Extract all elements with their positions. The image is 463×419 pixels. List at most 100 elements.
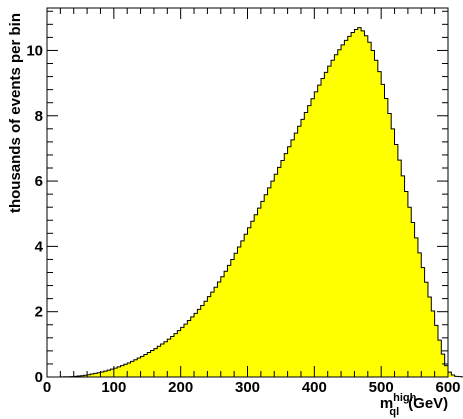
x-tick-label: 0: [43, 379, 51, 396]
histogram-bin: [384, 98, 389, 377]
x-axis-title-unit: (GeV): [408, 395, 448, 412]
histogram-bin: [117, 366, 121, 377]
histogram-bin: [287, 146, 292, 377]
histogram-bin: [307, 105, 312, 377]
histogram-bin: [431, 311, 436, 377]
histogram-bin: [244, 234, 248, 377]
histogram-bin: [337, 49, 342, 378]
histogram-bin: [387, 113, 392, 377]
histogram-bin: [290, 139, 295, 377]
histogram-bin: [143, 354, 148, 377]
histogram-bin: [190, 316, 195, 377]
histogram-bin: [441, 354, 446, 377]
histogram-bin: [180, 327, 185, 377]
histogram-bin: [304, 112, 309, 377]
y-axis-ticks: 0 2 4 6 8 10: [26, 10, 448, 386]
histogram-bin: [347, 36, 352, 378]
histogram-bin: [254, 214, 258, 377]
histogram-bin: [220, 276, 225, 377]
histogram-bin: [163, 341, 168, 377]
histogram-bin: [93, 373, 98, 377]
y-tick-label: 10: [26, 42, 43, 59]
histogram-bin: [217, 281, 222, 377]
histogram-bin: [137, 358, 141, 377]
histogram-bin: [270, 181, 275, 377]
y-tick-label: 6: [35, 173, 43, 190]
histogram-bin: [140, 356, 145, 377]
histogram-bin: [147, 352, 151, 377]
histogram-bin: [341, 44, 345, 378]
histogram-bin: [153, 348, 158, 377]
histogram-bin: [237, 247, 242, 377]
x-tick-label: 300: [235, 379, 260, 396]
histogram-bin: [381, 84, 385, 378]
histogram-bin: [197, 309, 202, 377]
histogram-bin: [257, 208, 262, 377]
x-tick-label: 200: [168, 379, 193, 396]
histogram-bin: [280, 160, 285, 377]
histogram-bin: [354, 29, 359, 377]
histogram-bin: [150, 350, 155, 377]
histogram-bin: [204, 301, 208, 377]
histogram-outline: [59, 27, 463, 378]
histogram-bin: [377, 71, 382, 377]
y-tick-label: 2: [35, 304, 43, 321]
histogram-bin: [371, 50, 375, 378]
histogram-bin: [127, 362, 131, 377]
histogram-bin: [87, 374, 91, 377]
y-tick-label: 0: [35, 369, 43, 386]
histogram-bin: [417, 252, 422, 377]
histogram-bin: [404, 191, 409, 377]
histogram-bin: [401, 175, 405, 377]
histogram-bin: [327, 66, 332, 377]
histogram-bin: [314, 91, 319, 378]
histogram-bin: [210, 292, 215, 377]
histogram-bin: [300, 119, 305, 378]
histogram-bin: [397, 160, 402, 377]
histogram-bin: [187, 320, 192, 377]
x-tick-label: 400: [302, 379, 327, 396]
x-axis-title-main: m: [380, 395, 393, 412]
histogram-bin: [157, 346, 162, 377]
histogram-bin: [274, 174, 278, 377]
histogram-bin: [97, 372, 101, 377]
histogram-bin: [324, 72, 329, 378]
histogram-bin: [361, 30, 365, 378]
histogram-bin: [407, 207, 412, 377]
histogram-bin: [367, 42, 372, 378]
histogram-bin: [227, 265, 232, 377]
histogram-bin: [317, 85, 322, 377]
histogram-bin: [444, 365, 449, 377]
histogram-bin: [247, 227, 252, 377]
histogram-layer: [59, 27, 463, 378]
histogram-bin: [103, 371, 108, 377]
histogram-bin: [321, 78, 325, 377]
x-tick-label: 100: [101, 379, 126, 396]
histogram-bin: [421, 267, 426, 377]
histogram-bin: [437, 340, 442, 377]
histogram-bin: [184, 324, 188, 377]
histogram-bin: [264, 194, 268, 377]
x-tick-label: 600: [435, 379, 460, 396]
histogram-bin: [107, 370, 111, 377]
histogram-bin: [267, 187, 272, 377]
histogram-bin: [411, 222, 415, 377]
histogram-bin: [374, 60, 379, 377]
histogram-bin: [297, 126, 302, 377]
histogram-bin: [167, 339, 172, 377]
histogram-bin: [260, 201, 265, 377]
histogram-bin: [277, 167, 282, 377]
histogram-bin: [434, 325, 439, 377]
histogram-bin: [133, 359, 138, 377]
histogram-bin: [110, 369, 115, 377]
histogram-bin: [284, 153, 288, 377]
y-axis-title: thousands of events per bin: [7, 13, 24, 213]
histogram-bin: [331, 60, 335, 377]
histogram-bin: [451, 375, 456, 377]
histogram-bin: [130, 361, 135, 377]
histogram-bin: [123, 364, 128, 377]
histogram-bin: [177, 330, 182, 377]
histogram-bin: [194, 313, 198, 377]
histogram-bin: [170, 336, 175, 377]
histogram-bin: [448, 372, 452, 377]
